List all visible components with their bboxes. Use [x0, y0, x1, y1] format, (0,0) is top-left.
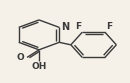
Text: OH: OH [31, 62, 47, 71]
Text: N: N [61, 22, 69, 32]
Text: F: F [106, 22, 112, 31]
Text: O: O [17, 53, 25, 62]
Text: F: F [75, 22, 81, 31]
